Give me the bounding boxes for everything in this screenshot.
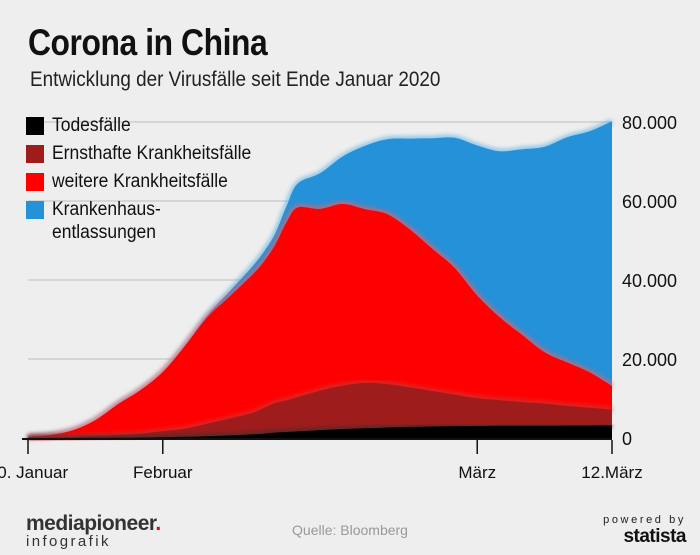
x-tick-label: Februar — [133, 463, 193, 482]
source-note: Quelle: Bloomberg — [0, 522, 700, 538]
legend-item-entlassungen: Kranken­haus- entlassungen — [26, 198, 269, 226]
legend-swatch-todesfaelle — [26, 117, 44, 135]
legend-label-weitere: weitere Krankheitsfälle — [52, 170, 228, 193]
legend-item-weitere: weitere Krankheitsfälle — [26, 170, 269, 198]
legend-label-ernsthaft: Ernsthafte Krankheitsfälle — [52, 142, 251, 165]
x-tick-label: 12.März — [581, 463, 642, 482]
y-tick-label: 40.000 — [622, 271, 677, 291]
y-tick-label: 80.000 — [622, 113, 677, 133]
legend-item-todesfaelle: Todesfälle — [26, 114, 269, 142]
legend-label-entlassungen: Kranken­haus- entlassungen — [52, 198, 161, 244]
legend-item-ernsthaft: Ernsthafte Krankheitsfälle — [26, 142, 269, 170]
statista-name: statista — [603, 527, 686, 547]
y-tick-label: 20.000 — [622, 350, 677, 370]
y-tick-label: 60.000 — [622, 192, 677, 212]
statista-logo: powered by statista — [603, 514, 686, 547]
legend-swatch-weitere — [26, 173, 44, 191]
chart-legend: Todesfälle Ernsthafte Krankheitsfälle we… — [26, 114, 269, 226]
legend-label-todesfaelle: Todesfälle — [52, 114, 131, 137]
legend-swatch-ernsthaft — [26, 145, 44, 163]
x-tick-label: 20. Januar — [0, 463, 69, 482]
legend-swatch-entlassungen — [26, 201, 44, 219]
x-tick-label: März — [458, 463, 496, 482]
y-tick-label: 0 — [622, 429, 632, 449]
